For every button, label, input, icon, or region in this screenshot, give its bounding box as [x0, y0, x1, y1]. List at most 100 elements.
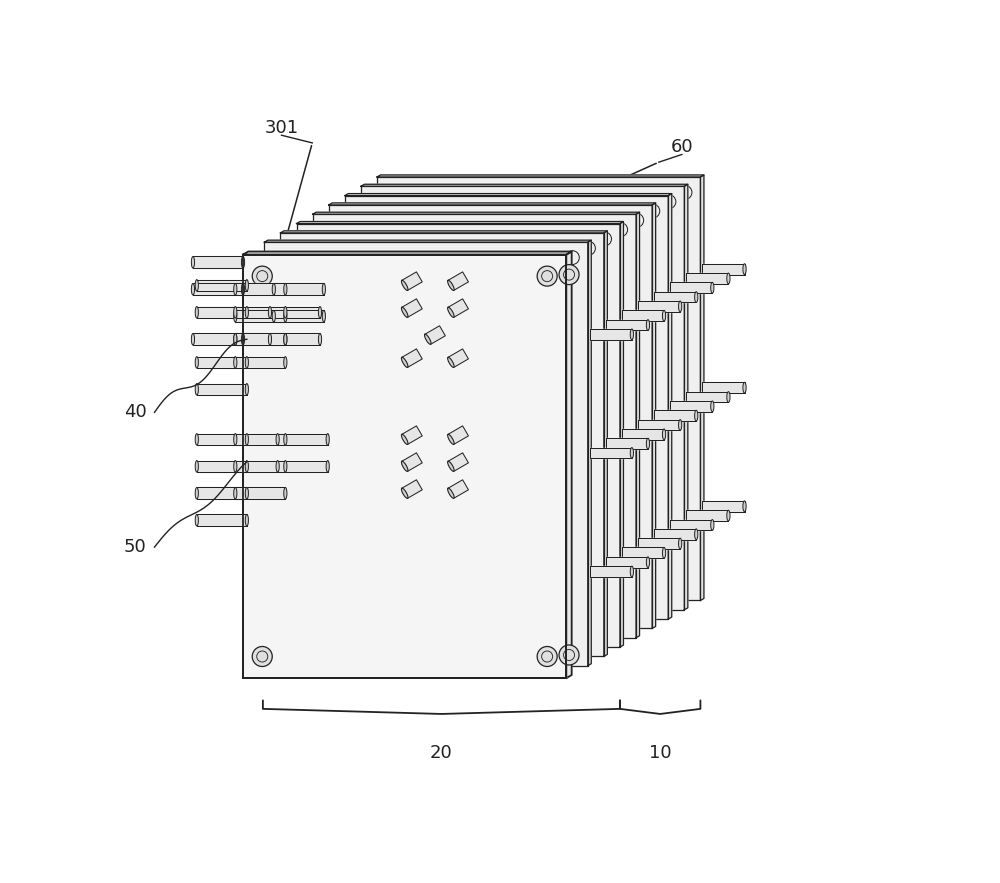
Polygon shape — [654, 411, 696, 421]
Ellipse shape — [318, 334, 322, 345]
Polygon shape — [197, 515, 247, 526]
Polygon shape — [264, 242, 588, 666]
Circle shape — [537, 646, 557, 667]
Polygon shape — [448, 298, 468, 317]
Ellipse shape — [318, 306, 322, 318]
Ellipse shape — [195, 434, 198, 445]
Polygon shape — [243, 254, 566, 678]
Ellipse shape — [401, 307, 408, 317]
Ellipse shape — [234, 311, 237, 322]
Ellipse shape — [234, 334, 237, 345]
Ellipse shape — [662, 547, 666, 558]
Ellipse shape — [245, 280, 248, 291]
Polygon shape — [235, 461, 285, 472]
Ellipse shape — [679, 301, 682, 312]
Polygon shape — [590, 329, 632, 340]
Polygon shape — [622, 547, 664, 558]
Ellipse shape — [448, 461, 454, 472]
Ellipse shape — [326, 461, 329, 472]
Ellipse shape — [245, 357, 248, 368]
Ellipse shape — [646, 438, 650, 449]
Ellipse shape — [195, 487, 198, 499]
Polygon shape — [670, 283, 712, 293]
Ellipse shape — [727, 392, 730, 403]
Polygon shape — [702, 501, 745, 511]
Ellipse shape — [284, 334, 287, 345]
Polygon shape — [638, 538, 680, 549]
Ellipse shape — [268, 306, 272, 318]
Polygon shape — [638, 301, 680, 312]
Circle shape — [252, 646, 272, 667]
Polygon shape — [235, 487, 285, 499]
Ellipse shape — [284, 311, 287, 322]
Polygon shape — [280, 230, 607, 233]
Polygon shape — [297, 223, 620, 647]
Polygon shape — [329, 205, 652, 629]
Circle shape — [252, 266, 272, 286]
Polygon shape — [235, 357, 285, 368]
Polygon shape — [193, 283, 243, 295]
Ellipse shape — [425, 334, 431, 344]
Polygon shape — [670, 519, 712, 531]
Polygon shape — [604, 230, 607, 656]
Ellipse shape — [401, 280, 408, 291]
Polygon shape — [448, 349, 468, 367]
Ellipse shape — [727, 273, 730, 283]
Polygon shape — [197, 357, 247, 368]
Ellipse shape — [191, 283, 195, 295]
Ellipse shape — [234, 334, 237, 345]
Ellipse shape — [711, 401, 714, 411]
Ellipse shape — [284, 306, 287, 318]
Ellipse shape — [284, 487, 287, 499]
Ellipse shape — [245, 434, 248, 445]
Polygon shape — [197, 434, 247, 445]
Text: 40: 40 — [124, 404, 147, 421]
Ellipse shape — [401, 461, 408, 472]
Polygon shape — [606, 557, 648, 568]
Ellipse shape — [241, 334, 245, 345]
Ellipse shape — [326, 434, 329, 445]
Polygon shape — [377, 177, 700, 600]
Polygon shape — [280, 233, 604, 656]
Polygon shape — [235, 311, 285, 322]
Ellipse shape — [268, 334, 272, 345]
Polygon shape — [402, 298, 422, 317]
Ellipse shape — [695, 411, 698, 421]
Polygon shape — [274, 283, 324, 295]
Polygon shape — [590, 448, 632, 458]
Ellipse shape — [448, 280, 454, 291]
Ellipse shape — [234, 357, 237, 368]
Polygon shape — [193, 334, 243, 345]
Polygon shape — [235, 334, 285, 345]
Ellipse shape — [448, 434, 454, 444]
Ellipse shape — [743, 264, 746, 275]
Polygon shape — [702, 264, 745, 275]
Circle shape — [537, 266, 557, 286]
Polygon shape — [197, 383, 247, 395]
Polygon shape — [235, 283, 285, 295]
Polygon shape — [361, 186, 684, 610]
Polygon shape — [686, 510, 728, 521]
Ellipse shape — [195, 383, 198, 395]
Circle shape — [559, 645, 579, 665]
Ellipse shape — [646, 320, 650, 330]
Ellipse shape — [401, 488, 408, 498]
Ellipse shape — [284, 334, 287, 345]
Ellipse shape — [662, 429, 666, 440]
Polygon shape — [243, 252, 572, 254]
Ellipse shape — [284, 461, 287, 472]
Polygon shape — [448, 272, 468, 291]
Ellipse shape — [272, 311, 275, 322]
Ellipse shape — [711, 519, 714, 531]
Polygon shape — [622, 310, 664, 321]
Ellipse shape — [284, 434, 287, 445]
Ellipse shape — [284, 357, 287, 368]
Polygon shape — [566, 252, 572, 678]
Polygon shape — [274, 311, 324, 322]
Polygon shape — [590, 566, 632, 577]
Ellipse shape — [245, 306, 248, 318]
Polygon shape — [702, 382, 745, 393]
Ellipse shape — [401, 358, 408, 367]
Polygon shape — [197, 461, 247, 472]
Ellipse shape — [662, 310, 666, 321]
